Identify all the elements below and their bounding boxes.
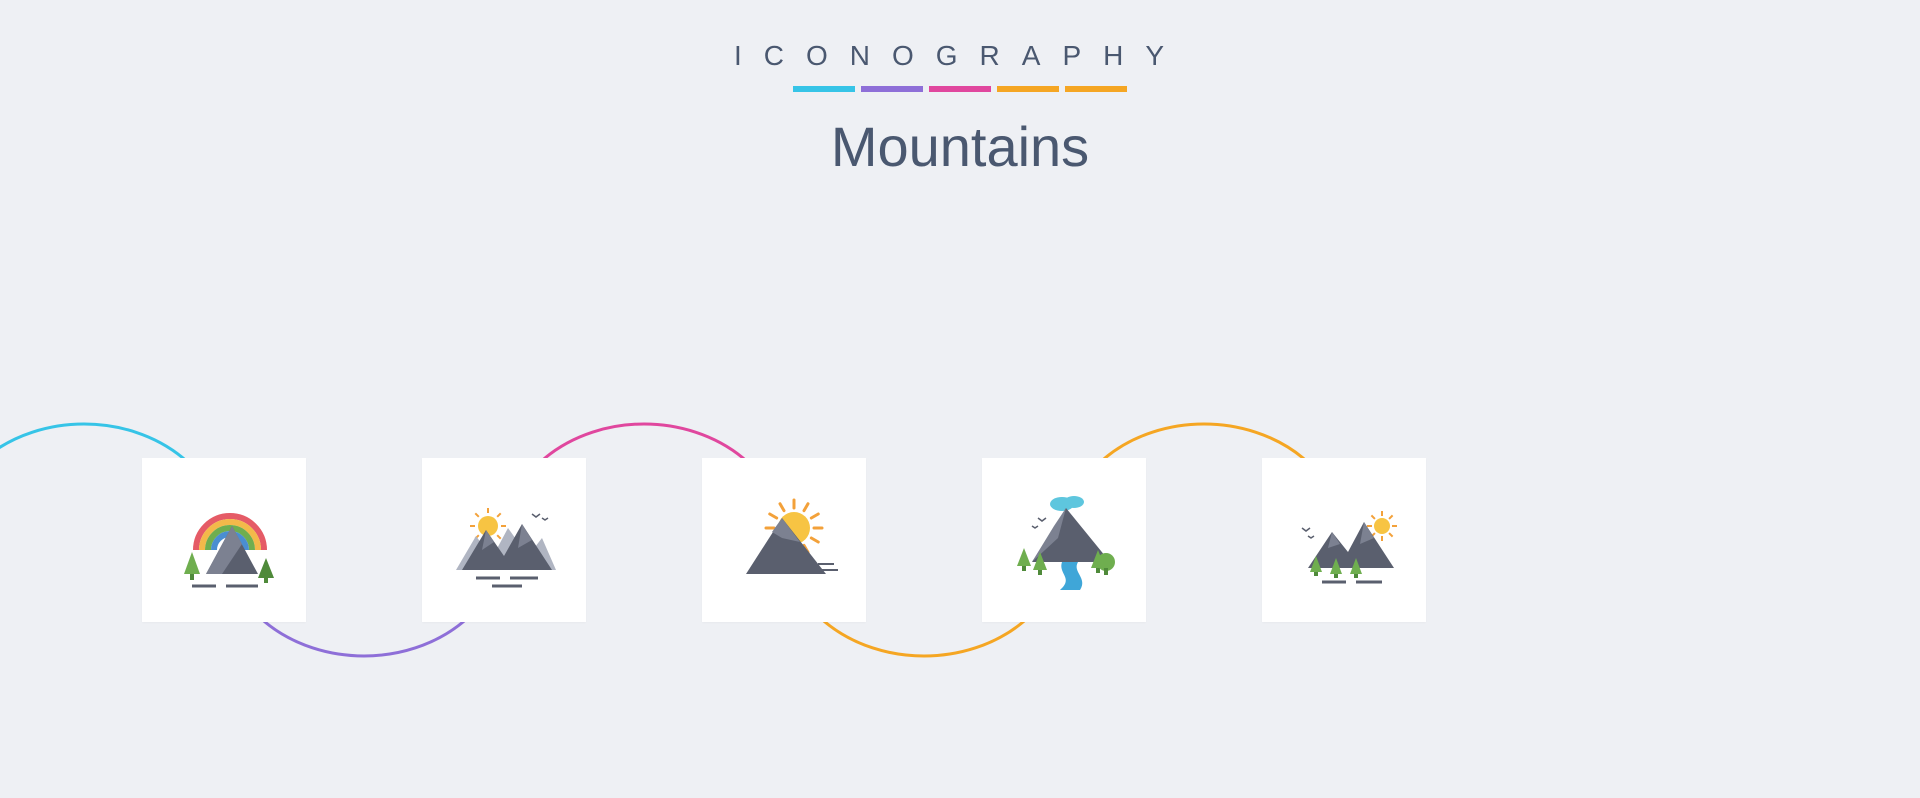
color-seg-2: [929, 86, 991, 92]
header: ICONOGRAPHY Mountains: [0, 0, 1920, 179]
title-text: Mountains: [0, 114, 1920, 179]
mountain-sunset-range-icon: [442, 478, 566, 602]
color-seg-1: [861, 86, 923, 92]
icon-card-4: [1262, 458, 1426, 622]
mountain-sunrise-icon: [722, 478, 846, 602]
icon-card-0: [142, 458, 306, 622]
eyebrow-text: ICONOGRAPHY: [0, 40, 1920, 72]
icon-card-3: [982, 458, 1146, 622]
mountain-rainbow-icon: [162, 478, 286, 602]
icon-card-2: [702, 458, 866, 622]
icon-card-1: [422, 458, 586, 622]
color-seg-0: [793, 86, 855, 92]
color-bar: [0, 86, 1920, 92]
mountain-river-icon: [1002, 478, 1126, 602]
color-seg-3: [997, 86, 1059, 92]
color-seg-4: [1065, 86, 1127, 92]
mountain-forest-icon: [1282, 478, 1406, 602]
icon-stage: [0, 330, 1920, 750]
